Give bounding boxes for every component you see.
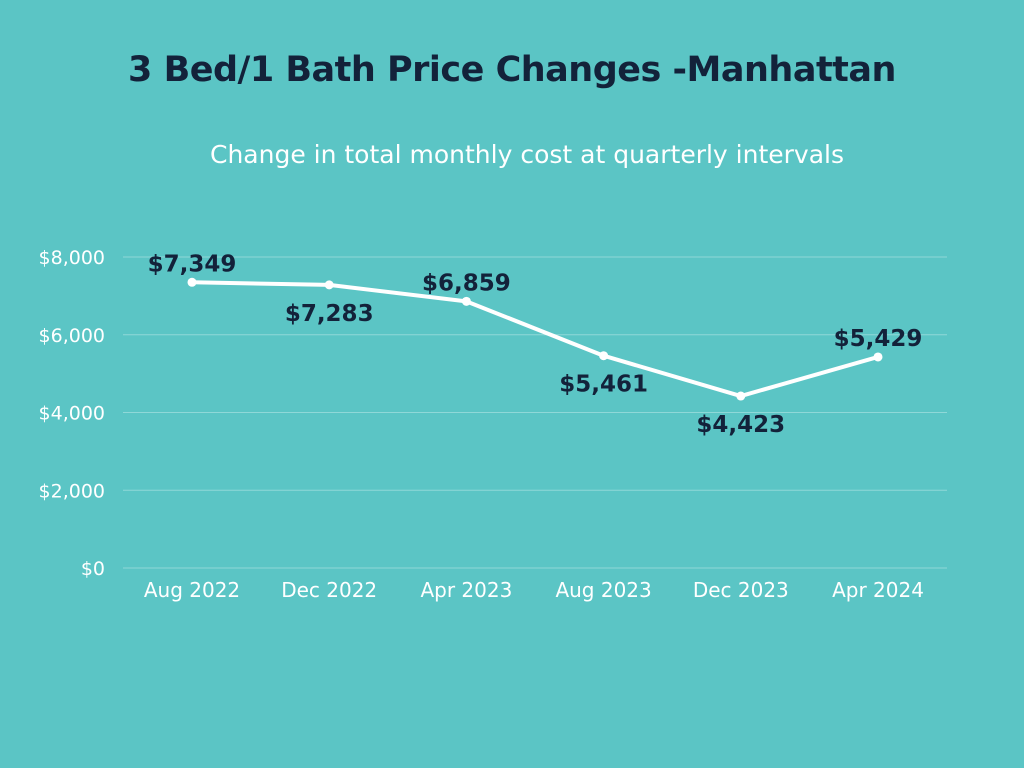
x-tick-label: Dec 2023 [693,578,789,602]
series-line-layer [190,280,880,399]
grid-lines [123,256,947,569]
data-point [461,296,471,306]
y-tick-label: $8,000 [39,247,105,269]
x-tick-label: Dec 2022 [281,578,377,602]
data-labels: $7,349 $7,283 $6,859 $5,461 $4,423 $5,429 [148,251,923,438]
data-label: $5,461 [559,372,648,398]
y-tick-label: $0 [81,558,105,580]
x-axis: Aug 2022 Dec 2022 Apr 2023 Aug 2023 Dec 2023… [144,578,924,602]
y-tick-label: $6,000 [39,325,105,347]
series-line [190,280,880,399]
x-tick-label: Aug 2023 [555,578,651,602]
chart-title: 3 Bed/1 Bath Price Changes -Manhattan [128,50,896,90]
data-point [736,391,746,401]
data-label: $7,349 [148,251,237,277]
x-tick-label: Apr 2023 [420,578,512,602]
data-point [324,280,334,290]
data-label: $5,429 [834,326,923,352]
data-point [599,351,609,361]
data-label: $4,423 [696,412,785,438]
data-points [187,277,883,401]
y-tick-label: $4,000 [39,403,105,425]
chart-subtitle: Change in total monthly cost at quarterl… [209,140,845,169]
x-tick-label: Apr 2024 [832,578,924,602]
data-label: $7,283 [285,301,374,327]
data-point [873,352,883,362]
y-axis: $0 $2,000 $4,000 $6,000 $8,000 [39,247,105,580]
y-tick-label: $2,000 [39,480,105,502]
data-point [187,277,197,287]
data-label: $6,859 [422,270,511,296]
x-tick-label: Aug 2022 [144,578,240,602]
